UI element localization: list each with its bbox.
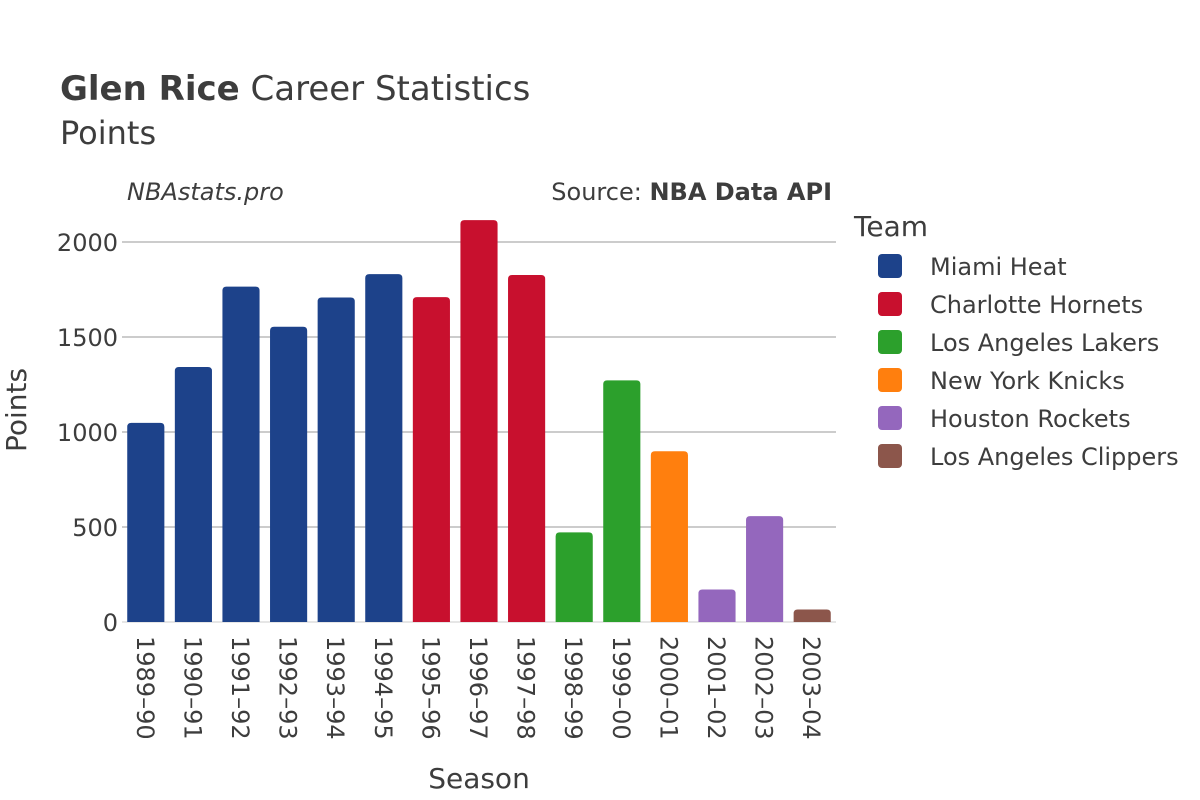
bar-1993–94 bbox=[317, 297, 355, 622]
bar-1998–99 bbox=[555, 532, 593, 622]
x-tick-label: 1994–95 bbox=[369, 636, 397, 740]
x-tick-label: 1989–90 bbox=[131, 636, 159, 740]
bar-1989–90 bbox=[127, 422, 165, 622]
bar-1997–98 bbox=[508, 275, 546, 622]
x-tick-label: 1998–99 bbox=[559, 636, 587, 740]
legend-label: Los Angeles Clippers bbox=[930, 443, 1179, 471]
source-note: Source: NBA Data API bbox=[551, 178, 832, 206]
bar-2000–01 bbox=[650, 451, 688, 622]
chart-title-rest: Career Statistics bbox=[240, 69, 531, 109]
bar-2003–04 bbox=[793, 609, 831, 622]
y-axis-label: Points bbox=[0, 368, 33, 452]
x-tick-label: 1992–93 bbox=[274, 636, 302, 740]
y-tick-labels: 0 500 1000 1500 2000 bbox=[57, 229, 118, 637]
bar-1990–91 bbox=[174, 367, 212, 622]
source-prefix: Source: bbox=[551, 178, 649, 206]
x-tick-label: 1993–94 bbox=[321, 636, 349, 740]
y-tick-label: 1500 bbox=[57, 324, 118, 352]
bar-1992–93 bbox=[270, 326, 308, 622]
x-axis-label: Season bbox=[428, 762, 530, 795]
legend-title: Team bbox=[853, 210, 928, 243]
legend-items: Miami Heat Charlotte Hornets Los Angeles L… bbox=[878, 253, 1179, 471]
legend-swatch bbox=[878, 368, 902, 392]
bar-1996–97 bbox=[460, 220, 498, 622]
x-tick-label: 1995–96 bbox=[416, 636, 444, 740]
bar-1999–00 bbox=[603, 380, 641, 622]
legend: Team Miami Heat Charlotte Hornets Los Ange… bbox=[853, 210, 1179, 471]
bar-2002–03 bbox=[746, 516, 784, 622]
y-tick-label: 500 bbox=[72, 514, 118, 542]
watermark: NBAstats.pro bbox=[127, 178, 284, 206]
x-tick-label: 1997–98 bbox=[512, 636, 540, 740]
x-tick-label: 2003–04 bbox=[797, 636, 825, 740]
x-tick-label: 1991–92 bbox=[226, 636, 254, 740]
y-tick-label: 0 bbox=[103, 609, 118, 637]
x-tick-label: 1996–97 bbox=[464, 636, 492, 740]
legend-swatch bbox=[878, 254, 902, 278]
legend-label: Houston Rockets bbox=[930, 405, 1131, 433]
bar-1994–95 bbox=[365, 274, 403, 622]
bar-2001–02 bbox=[698, 589, 736, 622]
legend-label: Los Angeles Lakers bbox=[930, 329, 1159, 357]
x-tick-labels: 1989–90 1990–91 1991–92 1992–93 1993–94 1994–… bbox=[131, 636, 825, 740]
legend-swatch bbox=[878, 406, 902, 430]
x-tick-label: 2002–03 bbox=[750, 636, 778, 740]
source-name: NBA Data API bbox=[649, 178, 832, 206]
legend-swatch bbox=[878, 330, 902, 354]
chart-title-player: Glen Rice bbox=[60, 69, 240, 109]
x-tick-label: 1990–91 bbox=[178, 636, 206, 740]
bar-1991–92 bbox=[222, 286, 260, 622]
legend-label: New York Knicks bbox=[930, 367, 1125, 395]
chart-subtitle: Points bbox=[60, 114, 156, 152]
legend-swatch bbox=[878, 444, 902, 468]
bar-1995–96 bbox=[412, 297, 450, 622]
chart-title: Glen Rice Career Statistics bbox=[60, 69, 530, 109]
x-tick-label: 2000–01 bbox=[654, 636, 682, 740]
legend-label: Miami Heat bbox=[930, 253, 1067, 281]
x-tick-label: 1999–00 bbox=[607, 636, 635, 740]
legend-label: Charlotte Hornets bbox=[930, 291, 1143, 319]
y-tick-label: 1000 bbox=[57, 419, 118, 447]
bars bbox=[127, 220, 831, 622]
x-tick-label: 2001–02 bbox=[702, 636, 730, 740]
y-tick-label: 2000 bbox=[57, 229, 118, 257]
legend-swatch bbox=[878, 292, 902, 316]
